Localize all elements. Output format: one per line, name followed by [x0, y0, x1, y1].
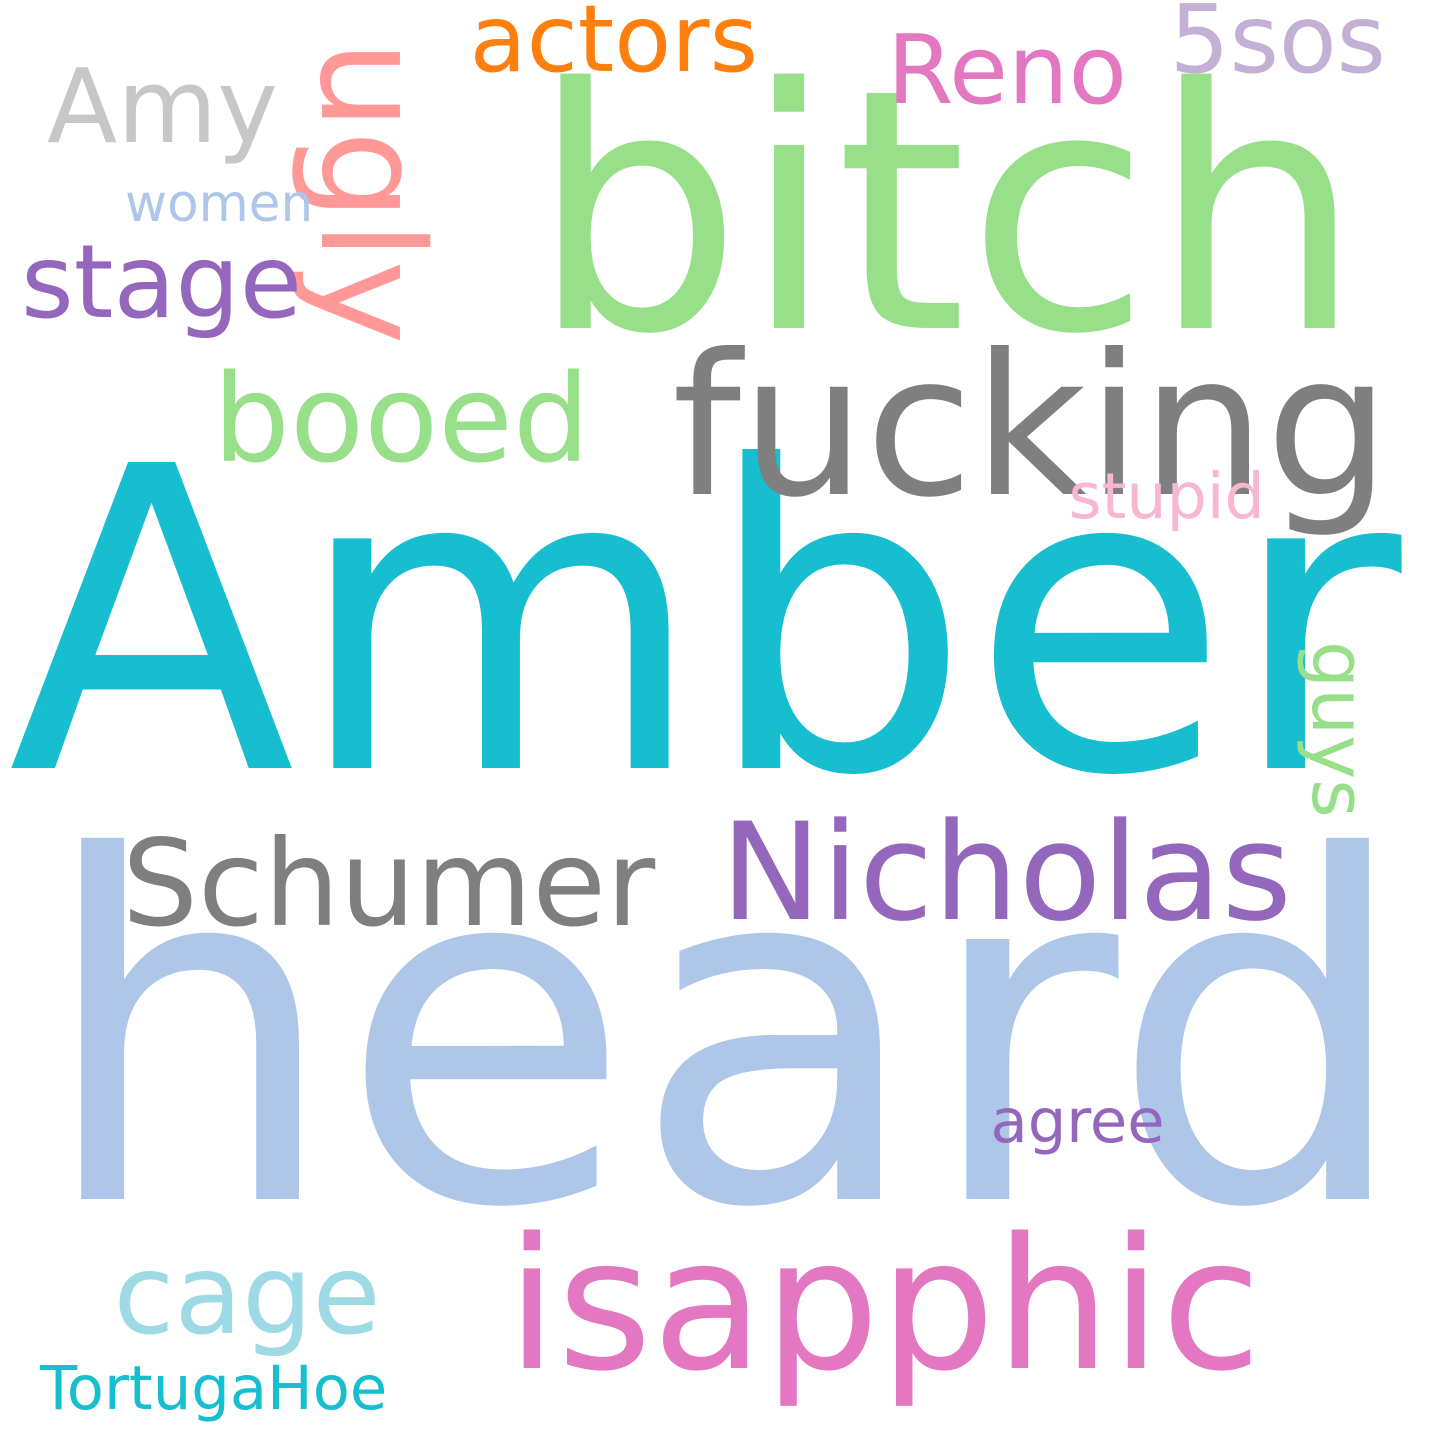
word-stage: stage: [21, 223, 303, 341]
word-tortugahoe: TortugaHoe: [40, 1354, 388, 1424]
word-5sos: 5sos: [1169, 0, 1386, 95]
word-ugly: ugly: [287, 40, 454, 345]
word-agree: agree: [990, 1087, 1165, 1157]
word-fucking: fucking: [672, 312, 1391, 541]
word-nicholas: Nicholas: [720, 793, 1292, 951]
word-amber: Amber: [8, 379, 1402, 868]
word-heard: heard: [38, 758, 1413, 1312]
word-reno: Reno: [887, 14, 1128, 126]
word-actors: actors: [469, 0, 759, 93]
word-women: women: [125, 174, 314, 234]
word-schumer: Schumer: [122, 814, 656, 954]
word-isapphic: isapphic: [506, 1198, 1262, 1411]
word-stupid: stupid: [1068, 459, 1265, 533]
word-cage: cage: [113, 1230, 381, 1360]
word-booed: booed: [213, 348, 590, 490]
word-amy: Amy: [47, 48, 278, 167]
word-bitch: bitch: [530, 16, 1364, 407]
word-guys: guys: [1294, 640, 1382, 818]
